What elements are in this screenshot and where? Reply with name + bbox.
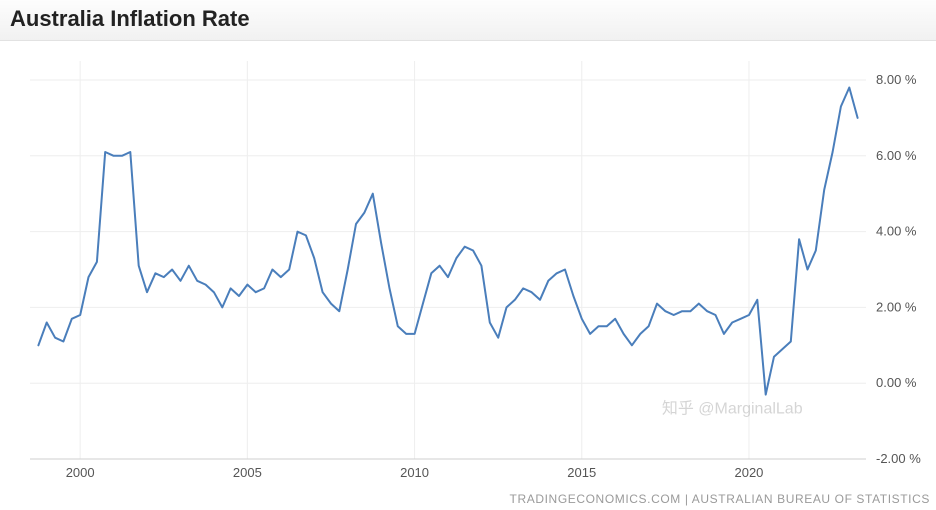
y-tick-label: 8.00 % bbox=[876, 72, 917, 87]
x-tick-label: 2020 bbox=[734, 465, 763, 480]
y-tick-label: 6.00 % bbox=[876, 148, 917, 163]
watermark-text: 知乎 @MarginalLab bbox=[662, 400, 803, 418]
y-tick-label: 0.00 % bbox=[876, 375, 917, 390]
source-attribution: TRADINGECONOMICS.COM | AUSTRALIAN BUREAU… bbox=[510, 492, 930, 506]
x-tick-label: 2005 bbox=[233, 465, 262, 480]
x-tick-label: 2010 bbox=[400, 465, 429, 480]
y-tick-label: 4.00 % bbox=[876, 224, 917, 239]
y-tick-label: 2.00 % bbox=[876, 299, 917, 314]
line-chart: -2.00 % 0.00 % 2.00 % 4.00 % 6.00 % 8.00 % 200… bbox=[0, 41, 936, 510]
y-tick-label: -2.00 % bbox=[876, 451, 921, 466]
chart-container: -2.00 % 0.00 % 2.00 % 4.00 % 6.00 % 8.00 % 200… bbox=[0, 41, 936, 510]
page-title: Australia Inflation Rate bbox=[10, 6, 926, 32]
x-tick-label: 2015 bbox=[567, 465, 596, 480]
x-tick-label: 2000 bbox=[66, 465, 95, 480]
title-bar: Australia Inflation Rate bbox=[0, 0, 936, 41]
